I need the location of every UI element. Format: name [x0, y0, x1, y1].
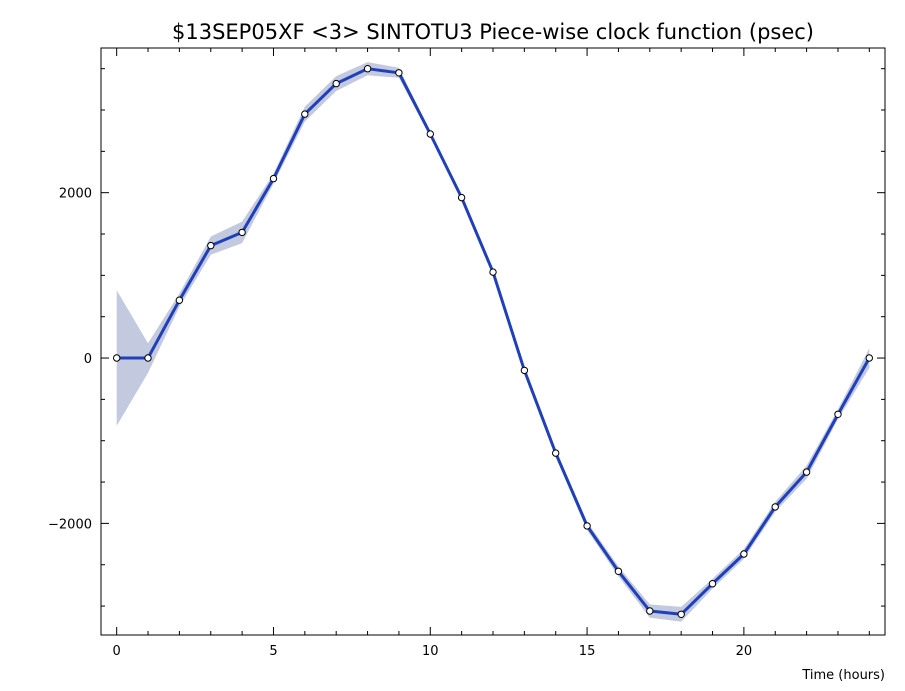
marker-layer — [113, 65, 873, 618]
x-axis-label: Time (hours) — [801, 668, 885, 683]
data-point — [363, 65, 372, 73]
data-point — [207, 241, 215, 250]
data-point — [583, 522, 591, 530]
chart-title: $13SEP05XF <3> SINTOTU3 Piece-wise clock… — [172, 20, 814, 44]
data-point — [489, 268, 497, 276]
y-tick-label: 2000 — [59, 187, 92, 202]
data-point — [771, 503, 779, 511]
x-tick-label: 0 — [113, 644, 121, 659]
data-point — [834, 410, 842, 418]
data-point — [144, 354, 152, 362]
data-point — [865, 354, 873, 362]
data-point — [802, 468, 811, 476]
data-point — [646, 607, 654, 615]
data-point — [113, 354, 121, 362]
data-point — [395, 69, 403, 77]
y-tick-label: 0 — [84, 352, 92, 367]
data-point — [269, 174, 278, 183]
data-point — [301, 110, 309, 118]
data-point — [677, 610, 685, 618]
data-point — [552, 449, 560, 457]
data-point — [238, 228, 246, 237]
x-tick-label: 10 — [422, 644, 439, 659]
data-point — [175, 296, 184, 304]
data-point — [614, 567, 623, 575]
data-point — [332, 79, 340, 88]
plot-frame — [100, 47, 886, 636]
x-tick-label: 15 — [579, 644, 596, 659]
tick-layer — [101, 48, 885, 635]
data-point — [457, 193, 466, 202]
y-tick-label: −2000 — [48, 517, 92, 532]
x-tick-label: 20 — [736, 644, 753, 659]
x-tick-label: 5 — [269, 644, 277, 659]
tick-label-layer: 0 5 10 15 20 −2000 0 2000 — [48, 187, 752, 659]
data-point — [520, 366, 529, 375]
data-point — [426, 130, 434, 138]
data-point — [708, 580, 717, 588]
data-point — [740, 550, 748, 558]
